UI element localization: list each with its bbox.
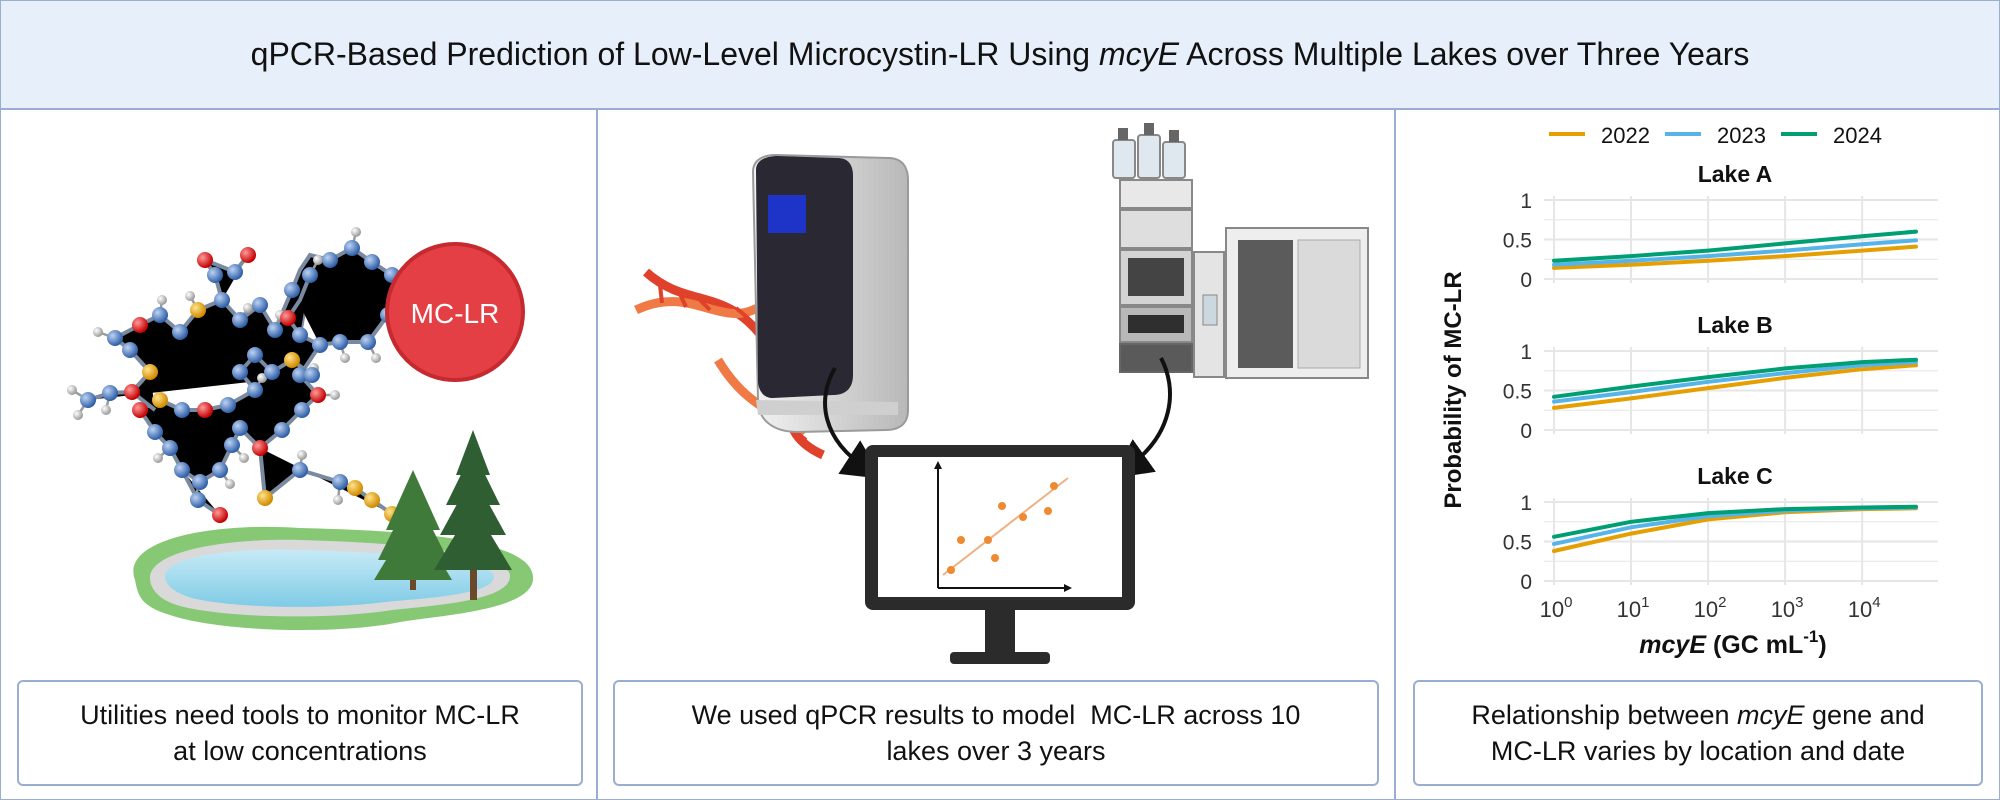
- panel-divider-right: [1394, 110, 1396, 800]
- facet-lake-b: Lake B 0 0.5 1: [1503, 312, 1938, 443]
- panel-divider-left: [596, 110, 598, 800]
- y-tick-label: 1: [1520, 190, 1532, 213]
- molecule-icon: [67, 227, 425, 527]
- y-tick-label: 1: [1520, 341, 1532, 364]
- y-tick-label: 0.5: [1503, 230, 1532, 253]
- y-tick-label: 1: [1520, 492, 1532, 515]
- hplc-instrument-icon: [1112, 123, 1369, 379]
- panel2-caption-line2: lakes over 3 years: [886, 736, 1106, 766]
- y-tick-label: 0: [1520, 571, 1532, 594]
- legend-label-2024: 2024: [1833, 123, 1882, 148]
- y-tick-label: 0: [1520, 420, 1532, 443]
- x-tick-label: 103: [1771, 594, 1804, 622]
- x-axis-label-close: ): [1818, 631, 1826, 659]
- x-tick-label: 102: [1694, 594, 1727, 622]
- panel-result: 2022 2023 2024 Lake A 0 0.5 1 Lake B 0 0.5 1 Lake …: [1396, 110, 2000, 798]
- y-tick-label: 0.5: [1503, 381, 1532, 404]
- panel1-illustration: MC-LR: [67, 227, 534, 631]
- arrow-right: [1111, 357, 1172, 479]
- x-axis-label-gene: mcyE: [1639, 631, 1707, 659]
- figure-title: qPCR-Based Prediction of Low-Level Micro…: [1, 1, 1999, 110]
- title-gene: mcyE: [1098, 36, 1179, 72]
- title-suffix: Across Multiple Lakes over Three Years: [1178, 36, 1750, 72]
- panel3-caption-line1: Relationship between mcyE gene and: [1471, 697, 1924, 733]
- series-line-2024: [1552, 229, 1918, 263]
- chart-legend: 2022 2023 2024: [1549, 123, 1882, 148]
- x-tick-label: 104: [1848, 594, 1881, 622]
- mc-lr-badge-label: MC-LR: [411, 298, 500, 329]
- qpcr-machine-icon: [751, 153, 909, 434]
- panel2-caption-line1: We used qPCR results to model MC-LR acro…: [691, 700, 1301, 730]
- panel3-caption-gene: mcyE: [1737, 700, 1805, 730]
- series-line-2024: [1552, 504, 1918, 539]
- panel-method: We used qPCR results to model MC-LR acro…: [598, 110, 1394, 798]
- legend-label-2023: 2023: [1717, 123, 1766, 148]
- x-axis-label-exp: -1: [1803, 627, 1818, 646]
- panel1-caption-line1: Utilities need tools to monitor MC-LR: [80, 700, 520, 730]
- y-tick-label: 0.5: [1503, 532, 1532, 555]
- title-prefix: qPCR-Based Prediction of Low-Level Micro…: [250, 36, 1099, 72]
- facet-lake-c: Lake C 0 0.5 1: [1503, 463, 1938, 594]
- legend-label-2022: 2022: [1601, 123, 1650, 148]
- panel2-illustration: [634, 123, 1369, 664]
- chart-x-axis: 100 101 102 103 104: [1540, 594, 1881, 622]
- mc-lr-badge: MC-LR: [385, 242, 525, 382]
- x-axis-label: mcyE (GC mL-1): [1639, 627, 1826, 659]
- facet-title: Lake C: [1697, 463, 1772, 489]
- arrow-left: [823, 366, 883, 479]
- facet-lake-a: Lake A 0 0.5 1: [1503, 161, 1938, 292]
- series-line-2023: [1552, 238, 1918, 267]
- series-line-2024: [1552, 357, 1918, 399]
- y-axis-label: Probability of MC-LR: [1440, 271, 1467, 508]
- series-line-2022: [1552, 244, 1918, 270]
- x-tick-label: 100: [1540, 594, 1573, 622]
- panel3-caption-suffix: gene and: [1804, 700, 1925, 730]
- panel3-caption-prefix: Relationship between: [1471, 700, 1738, 730]
- facet-title: Lake B: [1697, 312, 1772, 338]
- facet-title: Lake A: [1698, 161, 1773, 187]
- panel-problem: MC-LR Utilities need tools to monitor MC…: [0, 110, 596, 798]
- y-tick-label: 0: [1520, 269, 1532, 292]
- series-line-2022: [1552, 363, 1918, 410]
- panel2-caption: We used qPCR results to model MC-LR acro…: [613, 680, 1379, 786]
- series-line-2023: [1552, 360, 1918, 404]
- panel1-caption-line2: at low concentrations: [173, 736, 427, 766]
- tree-icon: [374, 430, 512, 600]
- x-axis-label-units: (GC mL: [1706, 631, 1803, 659]
- x-tick-label: 101: [1617, 594, 1650, 622]
- panel3-caption: Relationship between mcyE gene and MC-LR…: [1413, 680, 1983, 786]
- monitor-icon: [865, 445, 1135, 664]
- panel1-caption: Utilities need tools to monitor MC-LR at…: [17, 680, 583, 786]
- panel3-caption-line2: MC-LR varies by location and date: [1490, 736, 1906, 766]
- chart-facets: Lake A 0 0.5 1 Lake B 0 0.5 1 Lake C 0 0.5 1: [1503, 161, 1938, 594]
